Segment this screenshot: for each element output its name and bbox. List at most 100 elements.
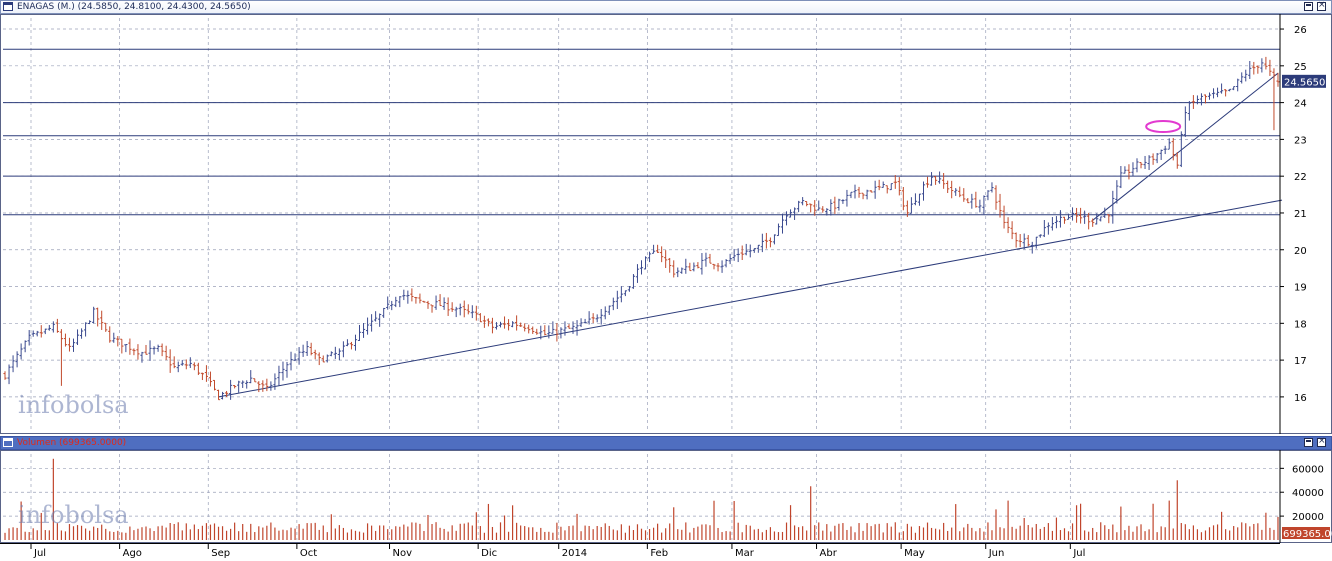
ohlc-bar-125 (506, 319, 511, 331)
time-label-6: 2014 (562, 548, 587, 559)
ohlc-bar-306 (1236, 78, 1240, 92)
ohlc-bar-75 (305, 341, 309, 356)
price-tick-label-7: 23 (1294, 135, 1307, 146)
ohlc-bar-3 (15, 351, 19, 368)
volume-window-icon (3, 438, 13, 447)
ohlc-bar-66 (269, 381, 273, 391)
ohlc-bar-182 (736, 248, 740, 263)
ohlc-bar-187 (756, 244, 760, 253)
minimize-icon[interactable] (1304, 2, 1313, 11)
time-label-1: Ago (123, 548, 142, 559)
ohlc-bar-62 (253, 378, 257, 383)
ohlc-bar-34 (140, 351, 144, 363)
ohlc-bar-299 (1207, 92, 1212, 100)
ohlc-bar-28 (116, 336, 120, 347)
time-label-0: Jul (33, 548, 46, 559)
ohlc-bar-115 (466, 304, 470, 315)
ohlc-bar-186 (752, 247, 756, 253)
ohlc-bar-152 (615, 290, 619, 309)
ohlc-bar-205 (829, 199, 833, 216)
ohlc-bar-124 (502, 316, 507, 329)
ohlc-bar-39 (160, 343, 164, 357)
volume-chart: 20000 40000 60000 699365.0000 infobolsa (0, 450, 1332, 543)
ohlc-bar-18 (75, 329, 80, 346)
ohlc-bar-191 (772, 234, 777, 245)
ohlc-bar-57 (233, 385, 237, 389)
ohlc-bar-84 (341, 341, 345, 358)
ohlc-bar-149 (603, 306, 607, 320)
ohlc-bar-161 (651, 244, 656, 254)
ohlc-bar-206 (833, 196, 837, 214)
ohlc-bar-172 (696, 262, 700, 269)
ohlc-bar-25 (104, 322, 108, 332)
ohlc-bar-137 (555, 323, 559, 342)
ohlc-bar-139 (563, 321, 567, 336)
price-panel-titlebar: ENAGAS (M.) (24.5850, 24.8100, 24.4300, … (0, 0, 1332, 14)
ohlc-bar-170 (688, 262, 692, 272)
ohlc-bar-69 (281, 361, 285, 381)
ohlc-bar-290 (1171, 137, 1175, 161)
ohlc-bar-308 (1244, 69, 1248, 82)
price-tick-label-6: 22 (1294, 172, 1307, 183)
ohlc-bar-260 (1050, 217, 1054, 231)
price-tick-label-8: 24 (1294, 99, 1307, 110)
ohlc-bar-211 (853, 184, 857, 199)
ohlc-bar-194 (784, 211, 789, 226)
time-label-9: Abr (820, 548, 838, 559)
ohlc-bar-190 (768, 237, 773, 248)
ohlc-bar-285 (1151, 153, 1155, 165)
ohlc-bar-56 (229, 379, 233, 400)
ohlc-bar-90 (365, 317, 370, 335)
ohlc-bar-280 (1131, 162, 1135, 177)
ohlc-bar-33 (136, 344, 140, 360)
ohlc-bar-264 (1066, 213, 1071, 220)
ohlc-bar-67 (273, 373, 277, 390)
ohlc-bar-122 (494, 322, 499, 330)
ohlc-bar-55 (224, 390, 229, 398)
ohlc-bar-50 (204, 365, 209, 382)
ohlc-bar-91 (369, 314, 374, 332)
ohlc-bar-196 (792, 207, 797, 220)
ohlc-bar-131 (531, 326, 535, 334)
ohlc-bar-174 (704, 252, 708, 267)
ohlc-bar-80 (325, 354, 329, 363)
ohlc-bar-200 (809, 203, 813, 213)
time-axis-bg (0, 543, 1332, 561)
ohlc-bar-86 (349, 341, 354, 350)
ohlc-bar-240 (970, 193, 974, 209)
ohlc-bar-217 (877, 179, 881, 191)
price-tick-label-5: 21 (1294, 209, 1307, 220)
ohlc-bar-250 (1010, 221, 1014, 240)
ohlc-bar-223 (901, 186, 905, 211)
ohlc-bar-47 (192, 362, 196, 371)
volume-minimize-icon[interactable] (1304, 438, 1313, 447)
ohlc-bar-292 (1179, 131, 1183, 168)
ohlc-bar-184 (744, 243, 748, 256)
time-label-12: Jul (1072, 548, 1085, 559)
ohlc-bar-71 (289, 351, 293, 371)
last-price-box (1282, 74, 1326, 88)
ohlc-bar-74 (301, 344, 305, 357)
volume-close-icon[interactable] (1317, 438, 1326, 447)
ohlc-bar-173 (700, 253, 704, 275)
close-icon[interactable] (1317, 2, 1326, 11)
ohlc-bar-107 (434, 295, 438, 310)
ohlc-bar-167 (676, 267, 680, 278)
ohlc-bar-133 (539, 325, 543, 340)
ohlc-bar-255 (1030, 241, 1034, 254)
ohlc-bar-51 (208, 371, 213, 387)
ohlc-bar-83 (337, 348, 341, 361)
ohlc-bar-48 (196, 362, 200, 376)
ohlc-bar-150 (607, 305, 611, 315)
ohlc-bar-226 (913, 193, 918, 206)
ohlc-bar-20 (83, 322, 88, 337)
ohlc-bar-291 (1175, 152, 1179, 169)
ohlc-bar-94 (382, 307, 386, 318)
ohlc-bar-16 (67, 337, 72, 352)
ohlc-bar-35 (144, 344, 148, 355)
ohlc-bar-93 (378, 313, 382, 327)
ohlc-bar-178 (720, 260, 724, 273)
ohlc-bar-136 (551, 321, 555, 334)
ohlc-bar-22 (92, 306, 96, 324)
ohlc-bar-147 (595, 314, 599, 323)
